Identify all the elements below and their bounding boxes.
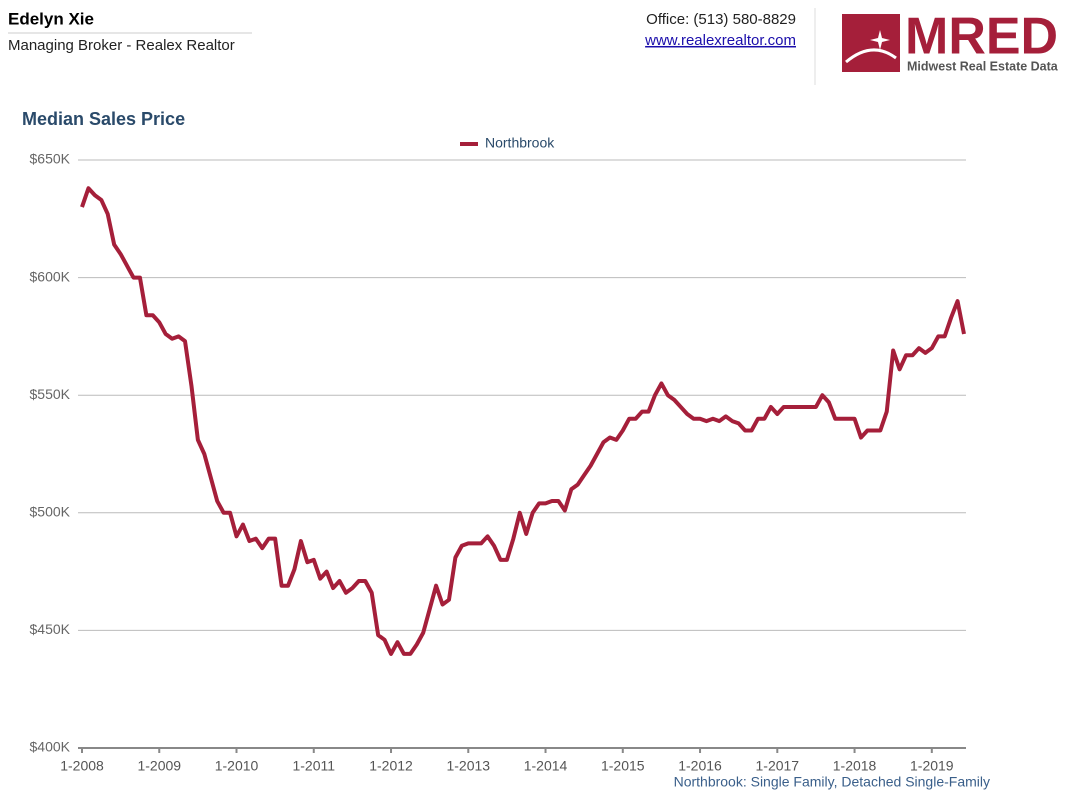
office-phone: Office: (513) 580-8829 xyxy=(646,11,796,28)
agent-role: Managing Broker - Realex Realtor xyxy=(8,37,235,54)
data-line xyxy=(80,186,966,656)
x-tick-label: 1-2019 xyxy=(910,758,954,774)
y-tick-label: $400K xyxy=(30,739,71,755)
x-tick-label: 1-2010 xyxy=(215,758,259,774)
y-tick-label: $500K xyxy=(30,504,71,520)
x-tick-label: 1-2017 xyxy=(756,758,800,774)
logo-subtitle: Midwest Real Estate Data xyxy=(907,59,1059,73)
website-link[interactable]: www.realexrealtor.com xyxy=(644,32,796,49)
x-tick-label: 1-2009 xyxy=(137,758,181,774)
y-tick-label: $650K xyxy=(30,151,71,167)
x-tick-label: 1-2016 xyxy=(678,758,722,774)
chart-note: Northbrook: Single Family, Detached Sing… xyxy=(674,774,990,790)
x-tick-label: 1-2012 xyxy=(369,758,413,774)
x-tick-label: 1-2018 xyxy=(833,758,877,774)
chart-title: Median Sales Price xyxy=(22,109,185,129)
y-tick-label: $600K xyxy=(30,268,71,284)
x-tick-label: 1-2013 xyxy=(446,758,490,774)
x-tick-label: 1-2008 xyxy=(60,758,104,774)
y-tick-label: $450K xyxy=(30,621,71,637)
logo: MRED Midwest Real Estate Data xyxy=(842,8,1059,73)
logo-text: MRED xyxy=(905,8,1058,66)
logo-star xyxy=(870,30,890,50)
x-tick-label: 1-2015 xyxy=(601,758,645,774)
x-tick-label: 1-2011 xyxy=(292,758,335,774)
agent-name: Edelyn Xie xyxy=(8,9,94,28)
y-tick-label: $550K xyxy=(30,386,71,402)
legend-label: Northbrook xyxy=(485,135,555,151)
x-tick-label: 1-2014 xyxy=(524,758,568,774)
logo-mark xyxy=(842,14,900,72)
logo-swoosh xyxy=(845,48,897,64)
